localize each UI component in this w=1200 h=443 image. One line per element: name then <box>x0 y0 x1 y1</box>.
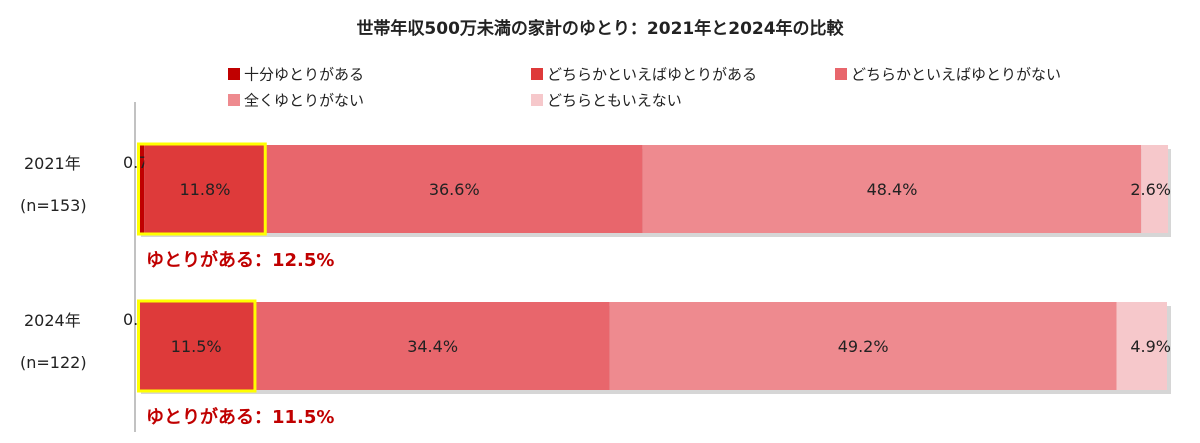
data-label: 36.6% <box>429 180 480 199</box>
bar-segment <box>137 302 256 390</box>
bar-segment <box>144 145 266 233</box>
data-label: 48.4% <box>867 180 918 199</box>
legend-label: どちらかといえばゆとりがない <box>851 65 1062 84</box>
data-label: 2.6% <box>1130 180 1171 199</box>
legend-item: どちらかといえばゆとりがある <box>531 64 757 84</box>
bar-segment <box>255 302 610 390</box>
legend-label: どちらともいえない <box>547 91 682 110</box>
annotation-label: ゆとりがある：11.5% <box>146 406 334 428</box>
data-label: 11.5% <box>171 337 222 356</box>
legend: 十分ゆとりがある どちらかといえばゆとりがある どちらかといえばゆとりがない全くゆと… <box>0 0 1200 120</box>
legend-item: どちらともいえない <box>531 90 682 110</box>
legend-swatch <box>531 67 543 80</box>
category-n-label: (n=153) <box>20 196 87 215</box>
legend-swatch <box>228 67 240 80</box>
highlight-box <box>137 142 267 236</box>
bar-segment <box>1116 302 1167 390</box>
bar-segment <box>609 302 1117 390</box>
legend-swatch <box>228 93 240 106</box>
bar-segment <box>1141 145 1169 233</box>
data-label: 4.9% <box>1130 337 1171 356</box>
highlight-box <box>137 299 257 393</box>
category-label: 2024年 <box>24 311 81 330</box>
category-label: 2021年 <box>24 154 81 173</box>
bar-segment <box>137 145 145 233</box>
legend-item: 十分ゆとりがある <box>228 64 364 84</box>
legend-swatch <box>835 67 847 80</box>
legend-label: 十分ゆとりがある <box>244 65 365 84</box>
legend-item: どちらかといえばゆとりがない <box>835 64 1061 84</box>
bar-segment <box>265 145 643 233</box>
annotation-label: ゆとりがある：12.5% <box>146 249 334 271</box>
data-label: 49.2% <box>838 337 889 356</box>
data-label: 34.4% <box>407 337 458 356</box>
bar-segment <box>642 145 1142 233</box>
chart-title: 世帯年収500万未満の家計のゆとり：2021年と2024年の比較 <box>356 19 844 39</box>
legend-item: 全くゆとりがない <box>228 90 364 110</box>
legend-label: どちらかといえばゆとりがある <box>547 65 758 84</box>
category-n-label: (n=122) <box>20 353 87 372</box>
legend-label: 全くゆとりがない <box>244 91 365 110</box>
data-label: 11.8% <box>180 180 231 199</box>
legend-swatch <box>531 93 543 106</box>
